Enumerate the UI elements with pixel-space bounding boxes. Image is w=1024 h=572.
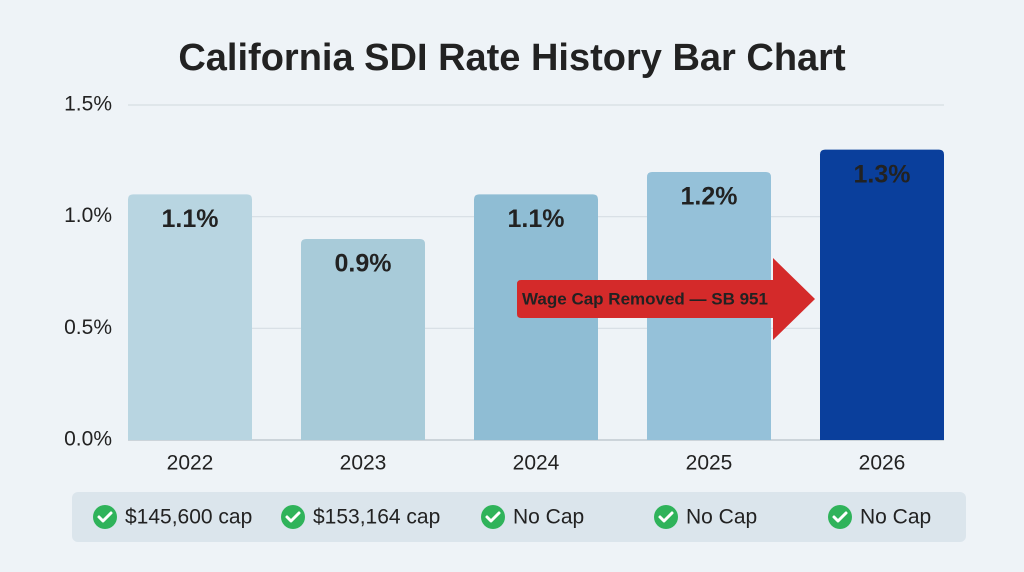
x-tick-label: 2023: [340, 452, 387, 475]
cap-label: No Cap: [686, 506, 757, 529]
y-tick-label: 1.0%: [64, 204, 112, 227]
chart-title: California SDI Rate History Bar Chart: [178, 37, 846, 79]
bar: [128, 194, 252, 440]
bar: [820, 149, 944, 440]
value-label: 1.3%: [854, 160, 911, 188]
x-tick-label: 2025: [686, 452, 733, 475]
x-tick-label: 2026: [859, 452, 906, 475]
check-mark: [285, 511, 301, 523]
y-tick-label: 1.5%: [64, 93, 112, 116]
check-mark: [97, 511, 113, 523]
check-mark: [658, 511, 674, 523]
value-label: 0.9%: [335, 250, 392, 278]
cap-label: $145,600 cap: [125, 506, 252, 529]
annotation-text: Wage Cap Removed — SB 951: [522, 289, 768, 308]
value-label: 1.1%: [162, 205, 219, 233]
cap-label: $153,164 cap: [313, 506, 440, 529]
y-tick-label: 0.5%: [64, 316, 112, 339]
check-mark: [832, 511, 848, 523]
y-tick-label: 0.0%: [64, 428, 112, 451]
value-label: 1.1%: [508, 205, 565, 233]
cap-label: No Cap: [860, 506, 931, 529]
cap-legend-box: [72, 492, 966, 542]
x-tick-label: 2022: [167, 452, 214, 475]
value-label: 1.2%: [681, 183, 738, 211]
check-mark: [485, 511, 501, 523]
cap-label: No Cap: [513, 506, 584, 529]
annotation-arrow: [517, 258, 815, 340]
x-tick-label: 2024: [513, 452, 560, 475]
bar: [301, 239, 425, 440]
